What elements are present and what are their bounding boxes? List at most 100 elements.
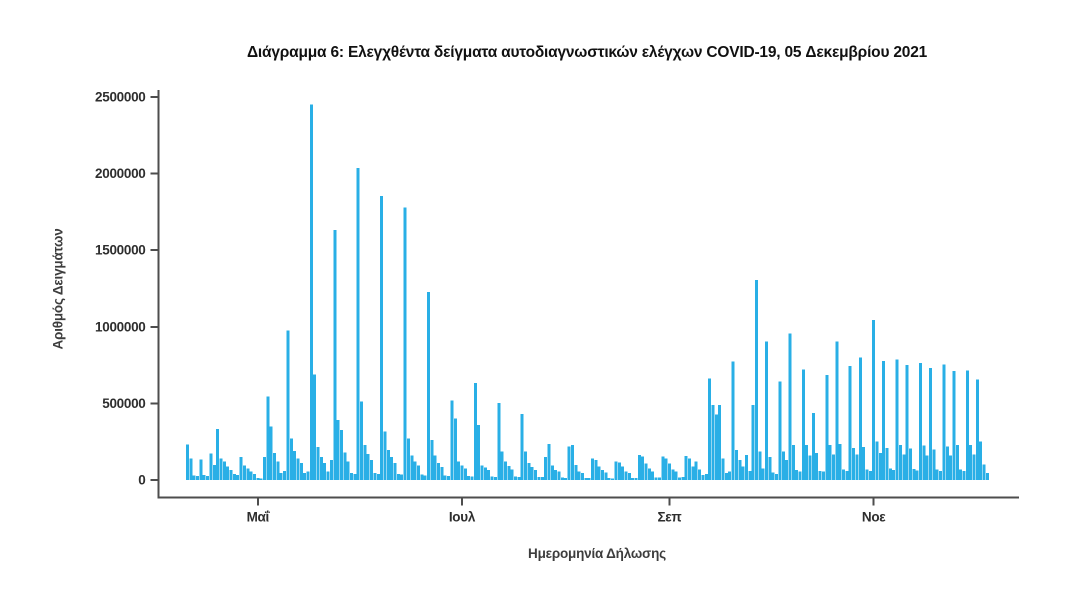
bar xyxy=(885,447,889,480)
y-tick-label: 2500000 xyxy=(95,90,145,105)
bar xyxy=(313,374,317,480)
x-tick-label: Νοε xyxy=(862,510,886,525)
bar xyxy=(323,463,327,480)
bar xyxy=(570,445,574,480)
bar xyxy=(942,364,946,480)
bar xyxy=(607,478,611,480)
bar xyxy=(524,451,528,480)
bar xyxy=(273,453,277,480)
bar xyxy=(199,459,203,480)
bar xyxy=(918,362,922,480)
bar xyxy=(868,470,872,480)
bar xyxy=(898,444,902,480)
bar xyxy=(363,445,367,480)
bar xyxy=(959,469,963,480)
bar xyxy=(209,453,213,480)
bar xyxy=(678,477,682,480)
bar xyxy=(902,454,906,480)
bar xyxy=(564,477,568,480)
bar xyxy=(246,468,250,480)
bar xyxy=(400,474,404,480)
bar xyxy=(460,465,464,480)
bar xyxy=(239,456,243,480)
bar xyxy=(681,477,685,480)
bar xyxy=(256,478,260,480)
bar xyxy=(979,441,983,480)
bar xyxy=(744,455,748,480)
bar xyxy=(905,365,909,480)
bar xyxy=(480,465,484,480)
x-tick-label: Μαΐ xyxy=(247,510,271,525)
x-tick-label: Ιουλ xyxy=(449,510,476,525)
bar xyxy=(259,478,263,480)
bar xyxy=(694,461,698,480)
chart-title: Διάγραμμα 6: Ελεγχθέντα δείγματα αυτοδια… xyxy=(246,44,928,61)
bar xyxy=(520,413,524,480)
bar xyxy=(497,403,501,480)
bar xyxy=(915,470,919,480)
y-tick-label: 1500000 xyxy=(95,243,145,258)
bar xyxy=(768,457,772,480)
bar xyxy=(821,471,825,480)
bar xyxy=(845,470,849,480)
bar xyxy=(329,460,333,480)
bar xyxy=(450,400,454,480)
bar xyxy=(761,468,765,480)
bar xyxy=(229,470,233,480)
bar xyxy=(326,471,330,480)
bar xyxy=(333,229,337,480)
bar xyxy=(644,463,648,480)
bar xyxy=(848,365,852,480)
bar xyxy=(701,474,705,480)
bar xyxy=(309,104,313,480)
bar xyxy=(283,470,287,480)
bar xyxy=(785,460,789,480)
bar xyxy=(360,401,364,480)
bar xyxy=(413,461,417,480)
bar xyxy=(514,476,518,480)
bar xyxy=(949,455,953,480)
bar xyxy=(631,478,635,480)
bar xyxy=(252,473,256,480)
bar xyxy=(929,367,933,480)
bar xyxy=(296,458,300,480)
y-tick-label: 2000000 xyxy=(95,166,145,181)
bar xyxy=(517,476,521,480)
bar xyxy=(453,418,457,480)
bar xyxy=(808,455,812,480)
bar xyxy=(734,449,738,480)
bar xyxy=(584,477,588,480)
bar xyxy=(765,341,769,480)
bar xyxy=(965,370,969,480)
bar xyxy=(698,469,702,480)
bar xyxy=(550,465,554,480)
bar xyxy=(781,451,785,480)
bar xyxy=(386,450,390,480)
bar xyxy=(795,470,799,480)
bar xyxy=(828,444,832,480)
y-tick-label: 1000000 xyxy=(95,319,145,334)
bar xyxy=(621,466,625,480)
bar xyxy=(269,426,273,480)
bar xyxy=(982,464,986,480)
bar xyxy=(557,471,561,480)
bar xyxy=(657,477,661,480)
bar xyxy=(838,444,842,480)
bar xyxy=(236,474,240,480)
bar xyxy=(279,473,283,480)
bar xyxy=(771,472,775,480)
bar xyxy=(939,470,943,480)
bar xyxy=(741,466,745,480)
bar xyxy=(691,466,695,480)
bar xyxy=(423,475,427,480)
bar xyxy=(202,474,206,480)
bar xyxy=(674,471,678,480)
bar xyxy=(688,458,692,480)
bar xyxy=(865,469,869,480)
bar xyxy=(788,333,792,480)
bar xyxy=(262,456,266,480)
bar xyxy=(748,470,752,480)
bar xyxy=(721,458,725,480)
bar xyxy=(684,455,688,480)
